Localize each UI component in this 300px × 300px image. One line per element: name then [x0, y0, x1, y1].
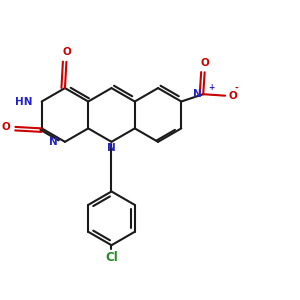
Text: -: -: [235, 84, 238, 93]
Text: N: N: [107, 143, 116, 153]
Text: N: N: [49, 137, 58, 147]
Text: Cl: Cl: [105, 251, 118, 264]
Text: O: O: [200, 58, 209, 68]
Text: O: O: [62, 46, 71, 56]
Text: O: O: [228, 91, 237, 101]
Text: HN: HN: [15, 97, 33, 106]
Text: +: +: [208, 83, 215, 92]
Text: N: N: [193, 89, 202, 99]
Text: O: O: [2, 122, 10, 132]
